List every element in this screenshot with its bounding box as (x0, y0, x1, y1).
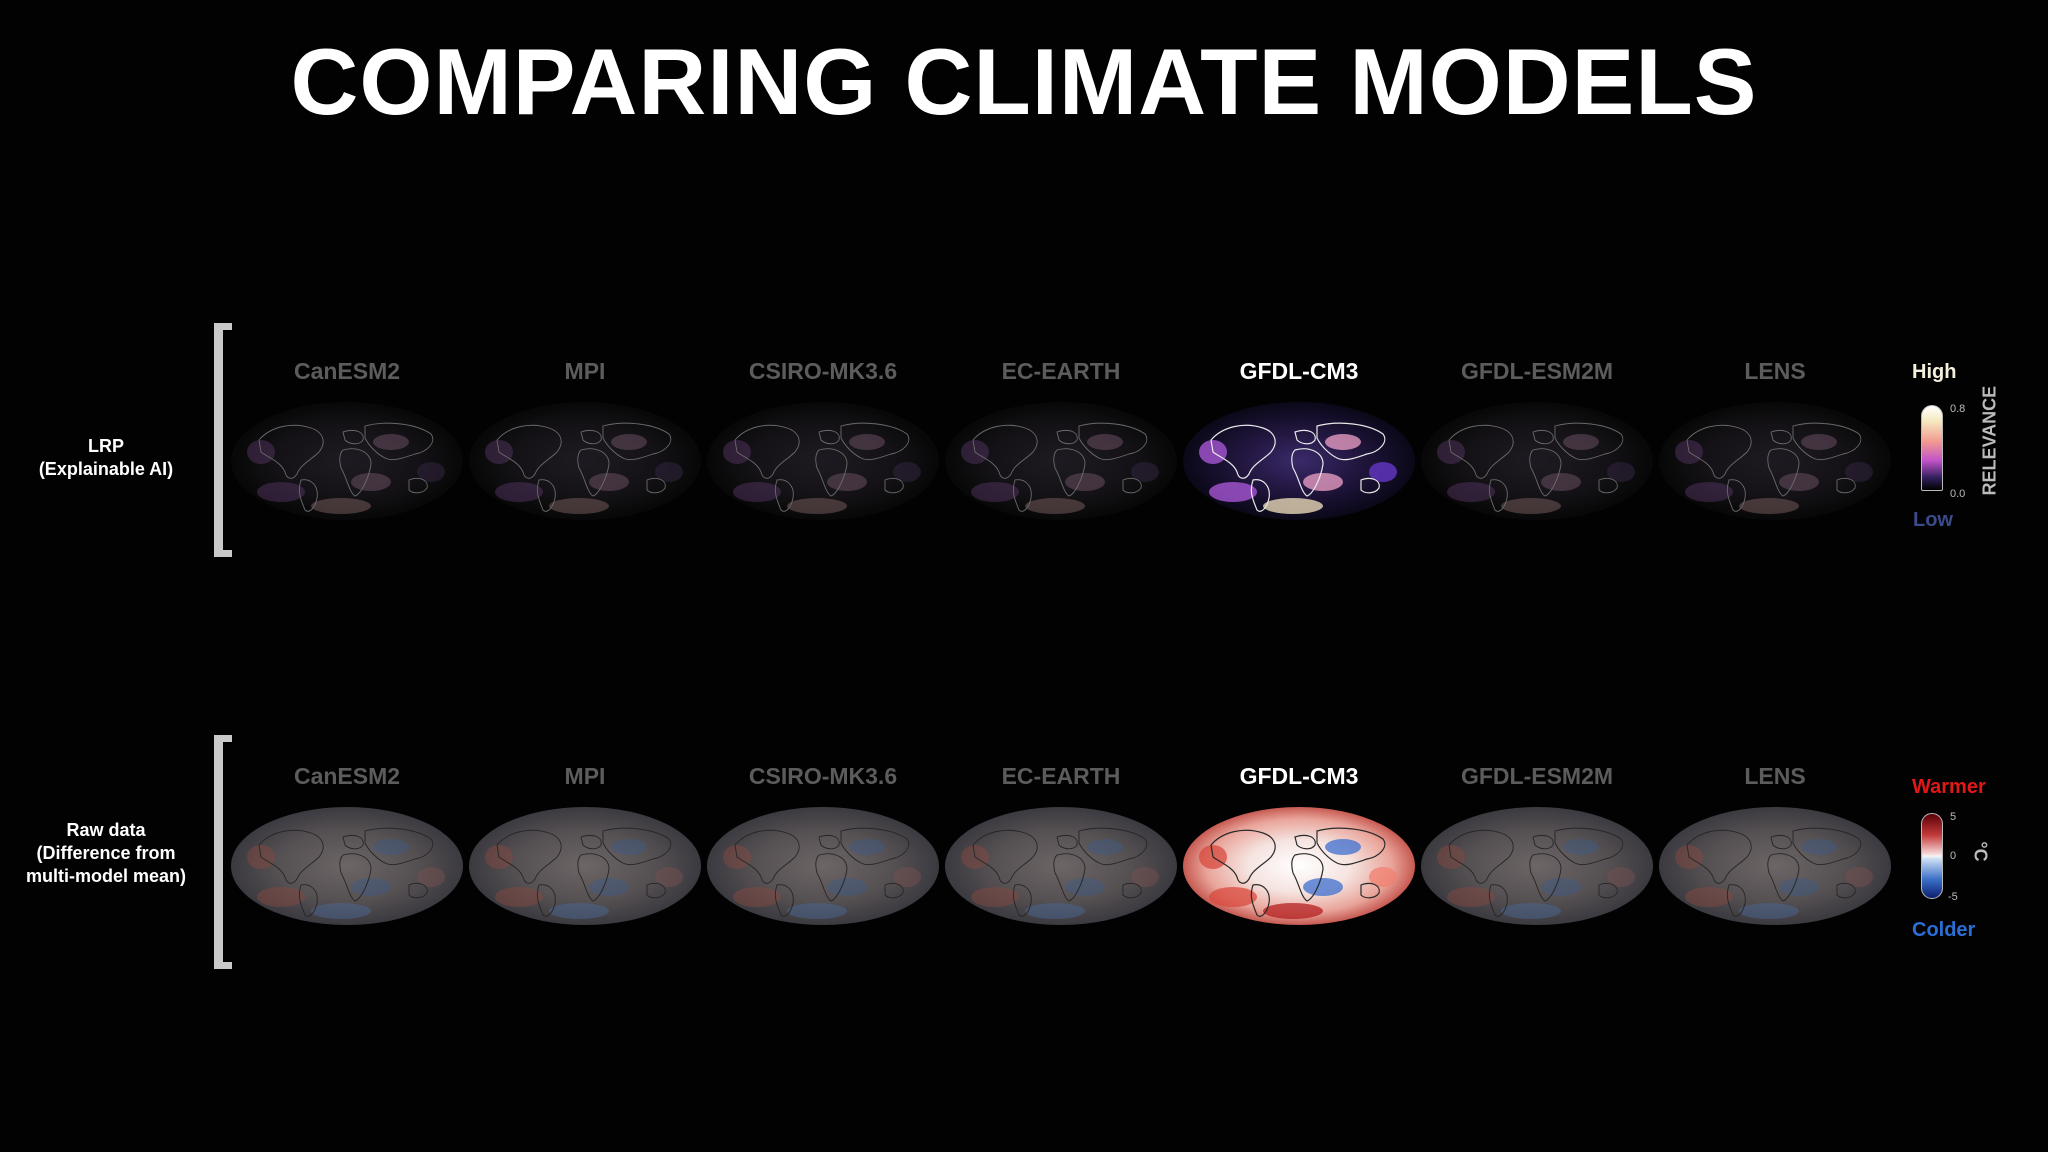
lrp-label-line1: LRP (88, 436, 124, 456)
lrp-model-panel: EC-EARTH (942, 358, 1180, 520)
lrp-model-label: CSIRO-MK3.6 (748, 358, 898, 384)
lrp-model-label: EC-EARTH (1001, 358, 1121, 384)
lrp-world-map (231, 402, 463, 520)
lrp-model-panel: MPI (466, 358, 704, 520)
lrp-model-panel: GFDL-ESM2M (1418, 358, 1656, 520)
page-title: COMPARING CLIMATE MODELS (290, 29, 1758, 134)
lrp-model-panel: GFDL-CM3 (1180, 358, 1418, 520)
raw-model-panel: MPI (466, 763, 704, 925)
raw-row-label: Raw data (Difference from multi-model me… (0, 819, 212, 888)
lrp-tick-max: 0.8 (1950, 403, 1966, 415)
lrp-legend-high: High (1912, 361, 1957, 383)
raw-tick-max: 5 (1950, 811, 1957, 823)
lrp-tick-min: 0.0 (1950, 488, 1966, 500)
raw-tick-min: -5 (1948, 891, 1958, 903)
raw-world-map (469, 807, 701, 925)
raw-world-map (1183, 807, 1415, 925)
raw-units: °C (1970, 841, 1991, 862)
lrp-world-map (1421, 402, 1653, 520)
lrp-model-label: CanESM2 (293, 358, 401, 384)
raw-label-line1: Raw data (66, 820, 146, 840)
raw-tick-mid: 0 (1950, 850, 1957, 862)
raw-model-panel: CanESM2 (228, 763, 466, 925)
lrp-world-map (945, 402, 1177, 520)
lrp-label-line2: (Explainable AI) (38, 459, 174, 479)
lrp-world-map (469, 402, 701, 520)
lrp-row-label: LRP (Explainable AI) (0, 435, 212, 481)
raw-bracket (214, 735, 232, 969)
lrp-world-map (1659, 402, 1891, 520)
lrp-model-label: GFDL-ESM2M (1460, 358, 1614, 384)
raw-label-line2: (Difference from (36, 843, 176, 863)
raw-model-panel: EC-EARTH (942, 763, 1180, 925)
raw-model-label: GFDL-CM3 (1239, 763, 1359, 789)
raw-world-map (1659, 807, 1891, 925)
raw-model-panel: CSIRO-MK3.6 (704, 763, 942, 925)
lrp-model-panel: LENS (1656, 358, 1894, 520)
raw-model-label: EC-EARTH (1001, 763, 1121, 789)
raw-model-label: CSIRO-MK3.6 (748, 763, 898, 789)
raw-model-label: MPI (564, 763, 606, 789)
raw-world-map (1421, 807, 1653, 925)
raw-model-panel: GFDL-CM3 (1180, 763, 1418, 925)
lrp-model-label: GFDL-CM3 (1239, 358, 1359, 384)
raw-world-map (231, 807, 463, 925)
raw-model-label: GFDL-ESM2M (1460, 763, 1614, 789)
lrp-row: LRP (Explainable AI) High 0.8 0.0 RELEVA… (0, 323, 2048, 563)
raw-legend-colder: Colder (1912, 919, 1976, 941)
lrp-model-label: MPI (564, 358, 606, 384)
lrp-model-label: LENS (1744, 358, 1806, 384)
lrp-bracket (214, 323, 232, 557)
raw-data-row: Raw data (Difference from multi-model me… (0, 735, 2048, 975)
lrp-world-map (1183, 402, 1415, 520)
raw-legend-warmer: Warmer (1912, 776, 1986, 798)
lrp-units: RELEVANCE (1979, 385, 2000, 496)
raw-world-map (707, 807, 939, 925)
raw-model-label: LENS (1744, 763, 1806, 789)
lrp-legend-low: Low (1913, 509, 1953, 531)
lrp-model-panel: CSIRO-MK3.6 (704, 358, 942, 520)
raw-model-panel: LENS (1656, 763, 1894, 925)
raw-world-map (945, 807, 1177, 925)
lrp-colorbar (1921, 405, 1943, 491)
raw-model-panel: GFDL-ESM2M (1418, 763, 1656, 925)
raw-label-line3: multi-model mean) (25, 866, 186, 886)
raw-colorbar (1921, 813, 1943, 899)
raw-model-label: CanESM2 (293, 763, 401, 789)
lrp-world-map (707, 402, 939, 520)
lrp-model-panel: CanESM2 (228, 358, 466, 520)
